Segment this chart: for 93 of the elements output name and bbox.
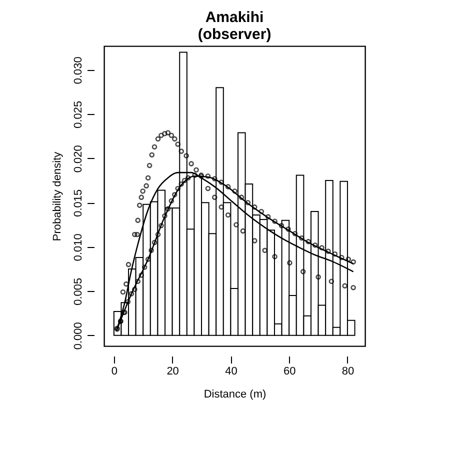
point xyxy=(168,198,174,204)
point xyxy=(234,222,239,228)
point xyxy=(292,230,298,236)
point xyxy=(272,218,278,224)
point xyxy=(140,188,146,194)
point xyxy=(175,142,181,147)
point xyxy=(326,248,331,254)
point xyxy=(182,178,188,184)
point xyxy=(212,176,218,182)
y-tick-label: 0.025 xyxy=(72,100,84,128)
point xyxy=(240,228,246,234)
point xyxy=(346,256,352,262)
point xyxy=(286,226,291,232)
point xyxy=(178,148,184,154)
y-tick-label: 0.030 xyxy=(72,56,84,84)
point xyxy=(338,254,344,260)
point xyxy=(149,152,155,158)
point xyxy=(148,248,154,254)
point xyxy=(145,256,151,262)
point xyxy=(194,167,199,173)
point xyxy=(138,194,144,200)
point xyxy=(165,130,171,136)
point xyxy=(162,130,168,136)
point xyxy=(135,218,141,223)
point xyxy=(205,173,211,179)
point xyxy=(192,172,198,178)
point xyxy=(225,184,231,190)
point xyxy=(312,242,318,248)
point xyxy=(152,240,158,246)
y-tick-label: 0.015 xyxy=(72,189,84,217)
point xyxy=(134,232,140,238)
point xyxy=(145,175,151,181)
point xyxy=(225,212,231,218)
y-tick-label: 0.010 xyxy=(72,234,84,262)
point xyxy=(172,136,178,142)
point xyxy=(138,272,144,278)
point xyxy=(172,192,178,198)
x-tick-label: 20 xyxy=(166,366,179,378)
point xyxy=(136,202,142,208)
point xyxy=(162,213,168,219)
point xyxy=(245,200,251,206)
point xyxy=(144,183,149,188)
point xyxy=(120,289,126,295)
point xyxy=(328,278,334,284)
point xyxy=(168,132,174,138)
point xyxy=(218,204,224,210)
point xyxy=(158,132,164,138)
point xyxy=(252,204,258,210)
chart-title: Amakihi (observer) xyxy=(198,9,272,43)
point xyxy=(252,238,258,244)
x-tick-label: 80 xyxy=(342,366,354,378)
point xyxy=(218,180,224,185)
point xyxy=(155,232,161,238)
y-tick-label: 0.000 xyxy=(72,322,84,350)
point xyxy=(258,208,264,214)
y-tick-label: 0.005 xyxy=(72,278,84,306)
point xyxy=(350,284,356,290)
point xyxy=(287,260,292,266)
point xyxy=(142,264,148,270)
y-axis-title: Probability density xyxy=(52,151,64,242)
point xyxy=(175,186,181,192)
point xyxy=(132,232,138,238)
point xyxy=(132,286,138,292)
point xyxy=(178,181,184,187)
point xyxy=(155,136,161,142)
point xyxy=(188,161,194,166)
point xyxy=(125,299,131,304)
point xyxy=(135,278,141,284)
point xyxy=(165,206,171,212)
point xyxy=(300,269,306,274)
point xyxy=(232,188,238,194)
point xyxy=(128,291,134,296)
point xyxy=(205,186,211,192)
point xyxy=(299,235,304,241)
x-axis-title: Distance (m) xyxy=(204,388,266,400)
x-tick-label: 40 xyxy=(225,366,238,378)
point xyxy=(265,214,271,220)
y-tick-label: 0.020 xyxy=(72,145,84,173)
point xyxy=(319,245,324,250)
point xyxy=(158,223,164,228)
point xyxy=(146,162,152,168)
point xyxy=(152,144,158,150)
point xyxy=(238,194,244,200)
point xyxy=(184,153,189,158)
x-tick-label: 0 xyxy=(111,366,118,378)
point xyxy=(316,274,321,280)
point xyxy=(332,251,338,257)
point xyxy=(185,175,191,181)
point xyxy=(212,194,218,200)
point xyxy=(278,223,284,228)
point xyxy=(272,254,278,260)
point xyxy=(126,262,132,268)
x-tick-label: 60 xyxy=(283,366,296,378)
